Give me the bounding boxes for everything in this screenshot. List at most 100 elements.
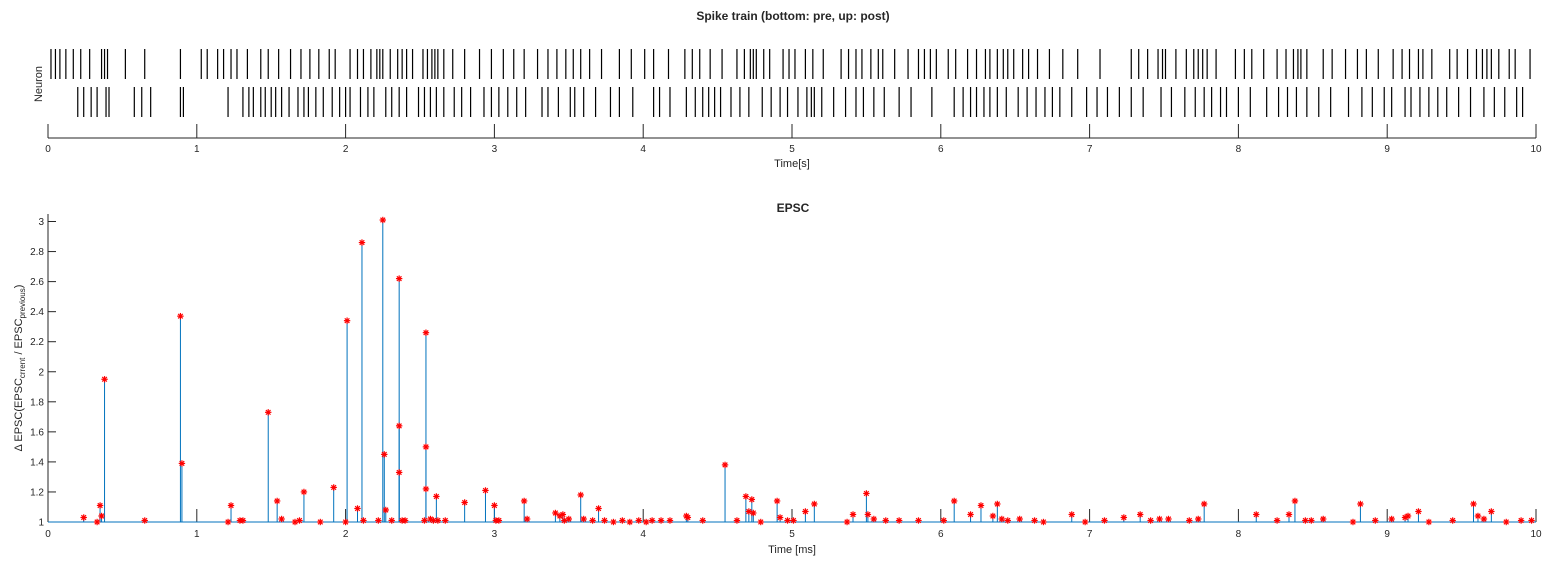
stem-marker: [977, 502, 985, 509]
stem-marker: [1165, 515, 1172, 523]
stem-marker: [296, 517, 303, 524]
stem-marker: [343, 317, 351, 324]
stem-marker: [101, 376, 108, 383]
stem-marker: [757, 518, 764, 526]
stem-marker: [442, 517, 449, 524]
stem-marker: [748, 496, 756, 503]
y-tick-label: 2.8: [30, 247, 44, 258]
stem-marker: [1470, 500, 1477, 508]
y-tick-label: 2.6: [30, 277, 44, 288]
stem-marker: [80, 514, 87, 521]
stem-marker: [1147, 517, 1154, 524]
stem-marker: [1120, 514, 1128, 521]
stem-marker: [684, 514, 692, 521]
stem-marker: [559, 511, 567, 518]
stem-marker: [1136, 511, 1144, 518]
stem-marker: [178, 460, 186, 467]
raster-title: Spike train (bottom: pre, up: post): [696, 9, 889, 23]
x-tick-label: 9: [1384, 144, 1390, 155]
stem-marker: [989, 512, 997, 520]
stem-marker: [421, 517, 428, 524]
stem-marker: [495, 517, 503, 524]
stem-marker: [577, 491, 584, 499]
stem-marker: [967, 511, 974, 518]
stem-marker: [1101, 517, 1108, 524]
stem-marker: [461, 499, 468, 506]
stem-marker: [395, 422, 403, 430]
x-tick-label: 7: [1087, 144, 1093, 155]
stem-marker: [1004, 517, 1011, 524]
stem-marker: [523, 515, 531, 523]
stem-marker: [773, 497, 781, 505]
stem-marker: [864, 511, 872, 518]
stem-marker: [1186, 517, 1193, 524]
x-tick-label: 6: [938, 529, 944, 540]
epsc-stems: [48, 220, 1536, 523]
stem-marker: [1503, 518, 1510, 526]
stem-marker: [1273, 517, 1281, 524]
x-tick-label: 5: [789, 144, 795, 155]
x-tick-label: 9: [1384, 529, 1390, 540]
stem-marker: [96, 502, 104, 509]
x-tick-label: 2: [343, 144, 349, 155]
stem-marker: [342, 518, 349, 526]
x-tick-label: 0: [45, 144, 51, 155]
stem-marker: [1425, 518, 1433, 526]
stem-marker: [610, 518, 617, 526]
stem-marker: [300, 488, 308, 496]
stem-marker: [552, 509, 559, 517]
stem-marker: [580, 515, 587, 523]
x-tick-label: 10: [1530, 144, 1542, 155]
stem-marker: [895, 517, 903, 524]
stem-marker: [790, 517, 797, 524]
stem-marker: [491, 502, 498, 509]
stem-marker: [870, 515, 878, 523]
stem-marker: [239, 517, 247, 524]
raster-x-ticks: 0 1 2 3 4 5 6 7 8 9 10: [45, 124, 1542, 155]
epsc-ylabel-main: Δ EPSC(EPSC: [13, 378, 25, 451]
stem-marker: [998, 515, 1006, 523]
stem-marker: [330, 484, 337, 491]
stem-marker: [1031, 517, 1038, 524]
stem-marker: [1308, 517, 1315, 524]
stem-marker: [601, 517, 608, 524]
stem-marker: [1517, 517, 1525, 524]
x-tick-label: 5: [789, 529, 795, 540]
stem-marker: [843, 518, 851, 526]
stem-marker: [1081, 518, 1089, 526]
stem-marker: [642, 518, 650, 526]
stem-marker: [93, 518, 101, 526]
y-tick-label: 1.6: [30, 427, 44, 438]
stem-marker: [699, 517, 706, 524]
stem-marker: [1449, 517, 1456, 524]
x-tick-label: 8: [1236, 529, 1242, 540]
stem-marker: [742, 493, 750, 500]
stem-marker: [375, 517, 382, 524]
stem-marker: [273, 497, 281, 505]
stem-marker: [382, 506, 389, 514]
x-tick-label: 10: [1530, 529, 1542, 540]
y-tick-label: 3: [38, 217, 44, 228]
y-tick-label: 1.4: [30, 457, 44, 468]
stem-marker: [1415, 508, 1422, 515]
raster-plot: Spike train (bottom: pre, up: post) Neur…: [33, 9, 1542, 170]
x-tick-label: 6: [938, 144, 944, 155]
stem-marker: [666, 517, 674, 524]
stem-marker: [141, 517, 148, 524]
stem-marker: [1285, 511, 1293, 518]
stem-marker: [1200, 500, 1208, 508]
stem-marker: [98, 512, 105, 520]
x-tick-label: 0: [45, 529, 51, 540]
stem-marker: [358, 239, 366, 246]
x-tick-label: 3: [492, 144, 498, 155]
stem-marker: [565, 515, 572, 523]
stem-marker: [882, 517, 889, 524]
epsc-ylabel-mid: / EPSC: [13, 318, 25, 357]
stem-marker: [422, 443, 430, 451]
stem-marker: [381, 451, 388, 458]
stem-marker: [1291, 497, 1299, 505]
epsc-xlabel: Time [ms]: [768, 544, 816, 556]
epsc-ylabel: Δ EPSC(EPSCcrrent / EPSCprevious): [13, 285, 27, 452]
stem-marker: [1372, 517, 1379, 524]
